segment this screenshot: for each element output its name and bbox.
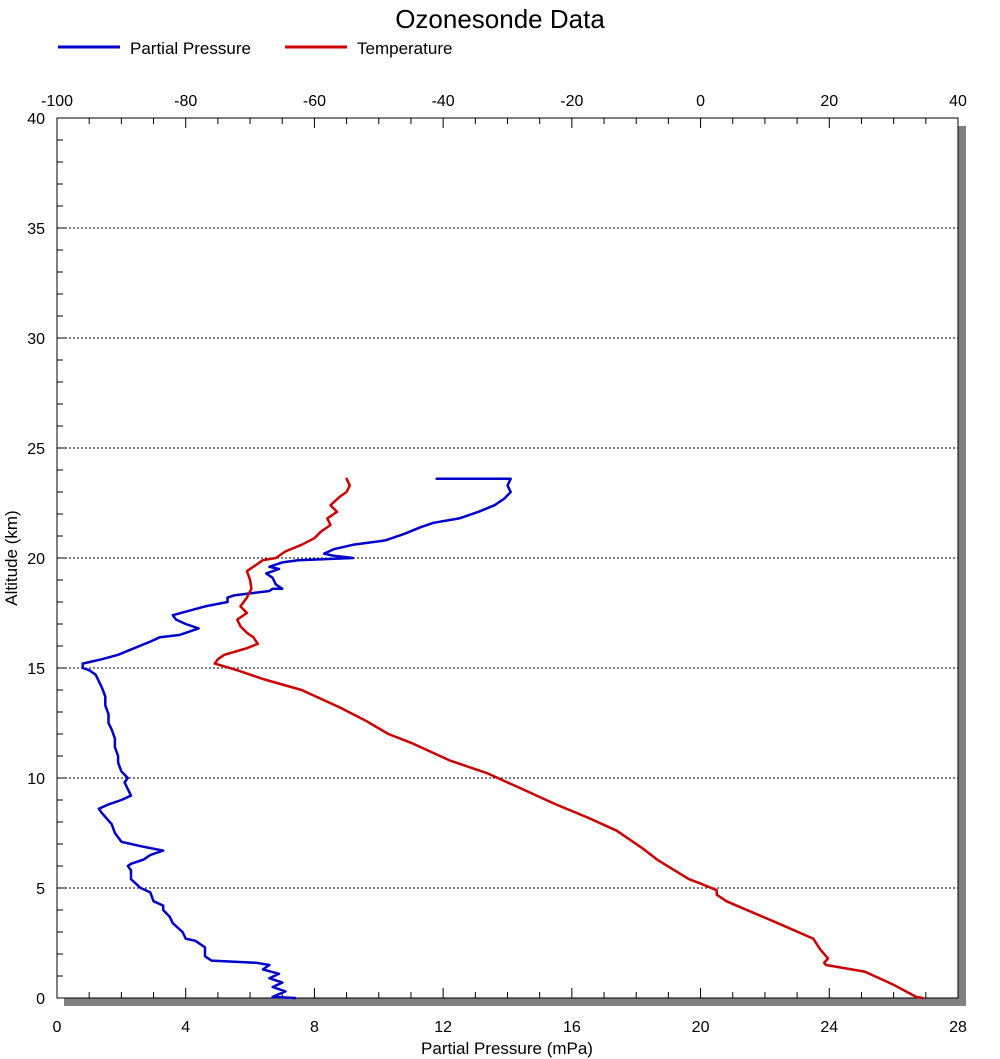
y-tick-label: 30: [27, 331, 45, 348]
y-tick-label: 20: [27, 551, 45, 568]
x-top-tick-label: 20: [820, 93, 838, 110]
y-axis-label: Altitude (km): [2, 510, 21, 605]
y-tick-label: 40: [27, 111, 45, 128]
y-tick-label: 10: [27, 771, 45, 788]
legend-label-temperature: Temperature: [357, 39, 452, 58]
x-top-tick-label: -40: [432, 93, 455, 110]
plot-shadow-bottom: [64, 997, 966, 1006]
plot-shadow-right: [957, 126, 966, 1006]
series: [81, 477, 924, 1000]
x-bottom-tick-label: 28: [949, 1019, 967, 1036]
x-bottom-tick-label: 8: [310, 1019, 319, 1036]
y-tick-label: 15: [27, 661, 45, 678]
series-line-temperature: [213, 477, 924, 1000]
x-top-tick-label: -20: [560, 93, 583, 110]
y-tick-label: 25: [27, 441, 45, 458]
chart-title: Ozonesonde Data: [395, 4, 605, 34]
x-axis-label: Partial Pressure (mPa): [421, 1039, 593, 1058]
tick-labels: 0 5 10 15 20 25 30 35 40 0 4 8 12 16 20 24 28 -100 -80 -60 -…: [27, 93, 967, 1036]
axis-ticks: [56, 117, 959, 999]
x-bottom-tick-label: 16: [563, 1019, 581, 1036]
legend: Partial Pressure Temperature: [58, 39, 452, 58]
series-line-partial-pressure: [81, 477, 512, 1000]
x-top-tick-label: 0: [696, 93, 705, 110]
legend-label-partial-pressure: Partial Pressure: [130, 39, 251, 58]
x-bottom-tick-label: 4: [181, 1019, 190, 1036]
x-bottom-tick-label: 24: [820, 1019, 838, 1036]
x-bottom-tick-label: 20: [692, 1019, 710, 1036]
x-top-tick-label: 40: [949, 93, 967, 110]
plot-area: [56, 117, 959, 999]
x-bottom-tick-label: 0: [53, 1019, 62, 1036]
x-bottom-tick-label: 12: [434, 1019, 452, 1036]
x-top-tick-label: -100: [41, 93, 73, 110]
x-top-tick-label: -60: [303, 93, 326, 110]
x-top-tick-label: -80: [174, 93, 197, 110]
y-tick-label: 0: [36, 991, 45, 1008]
y-tick-label: 5: [36, 881, 45, 898]
y-tick-label: 35: [27, 221, 45, 238]
